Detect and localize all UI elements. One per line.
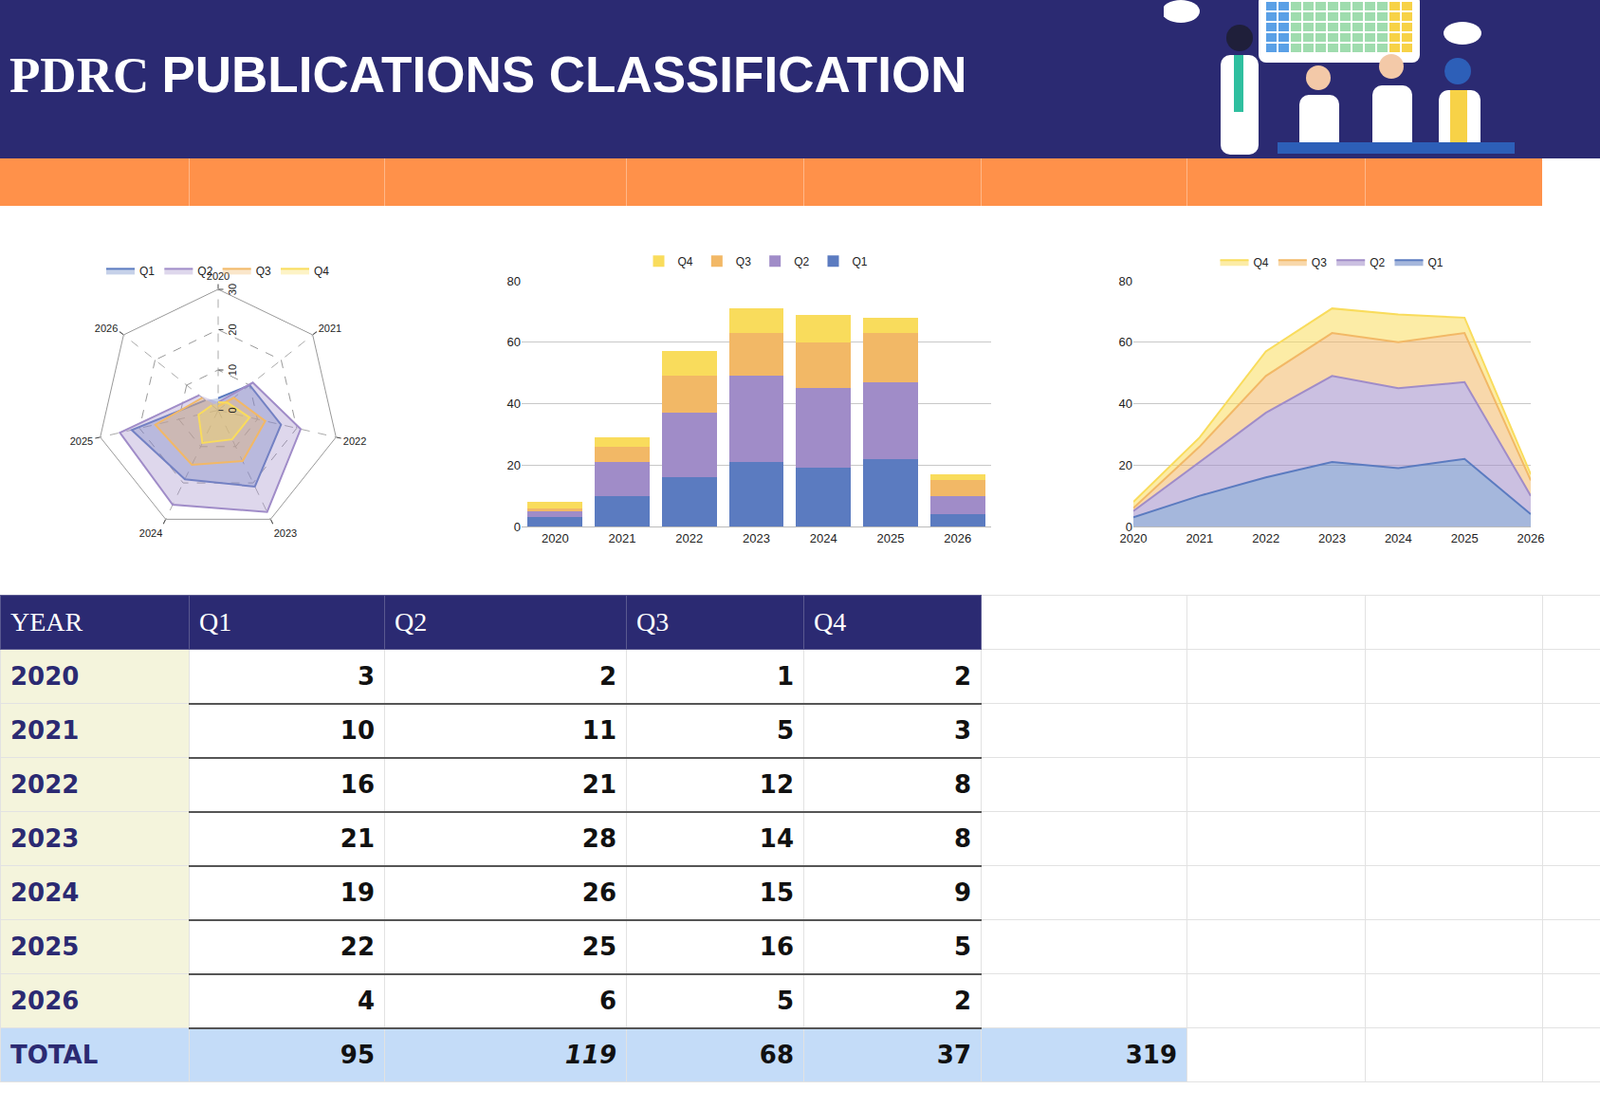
- svg-text:Q3: Q3: [735, 255, 752, 269]
- html-text:3: 3: [357, 661, 375, 691]
- html-text:21: 21: [582, 770, 617, 799]
- html-text:TOTAL: TOTAL: [10, 1040, 98, 1069]
- html-text:16: 16: [759, 932, 794, 961]
- svg-text:Q1: Q1: [852, 255, 868, 269]
- svg-text:2021: 2021: [1185, 531, 1214, 546]
- svg-text:2024: 2024: [1384, 531, 1413, 546]
- html-text:5: 5: [954, 932, 972, 961]
- svg-text:10: 10: [226, 364, 239, 376]
- svg-text:40: 40: [507, 396, 521, 411]
- html-text:68: 68: [759, 1040, 794, 1070]
- html-text:1: 1: [776, 661, 794, 691]
- svg-text:20: 20: [226, 323, 239, 335]
- svg-text:2022: 2022: [1251, 531, 1280, 546]
- html-text:21: 21: [340, 824, 375, 853]
- html-text:2: 2: [954, 661, 972, 691]
- svg-text:2023: 2023: [274, 527, 297, 539]
- html-text:28: 28: [582, 824, 617, 853]
- html-text:8: 8: [954, 824, 972, 853]
- svg-text:2022: 2022: [343, 435, 367, 447]
- html-text:2023: 2023: [10, 824, 80, 853]
- html-text:Q2: Q2: [394, 606, 427, 637]
- svg-text:0: 0: [226, 406, 239, 413]
- svg-text:Q2: Q2: [793, 255, 810, 269]
- svg-text:Q1: Q1: [1428, 256, 1444, 270]
- html-text:119: 119: [564, 1040, 617, 1070]
- svg-text:2020: 2020: [1120, 531, 1148, 546]
- svg-text:2022: 2022: [675, 531, 703, 546]
- html-text:15: 15: [759, 878, 794, 907]
- svg-text:Q3: Q3: [256, 264, 272, 278]
- svg-text:2026: 2026: [94, 322, 118, 334]
- html-text:19: 19: [340, 878, 375, 907]
- html-text:2021: 2021: [10, 716, 80, 745]
- svg-text:40: 40: [1119, 396, 1133, 411]
- html-text:11: 11: [582, 716, 617, 745]
- svg-text:2025: 2025: [876, 531, 904, 546]
- html-text:2026: 2026: [10, 986, 80, 1015]
- svg-text:60: 60: [507, 334, 521, 350]
- html-text:22: 22: [340, 932, 375, 961]
- html-text:37: 37: [936, 1040, 972, 1070]
- svg-text:0: 0: [1125, 519, 1133, 534]
- svg-text:20: 20: [1119, 458, 1133, 473]
- html-text:10: 10: [340, 716, 375, 745]
- svg-text:Q2: Q2: [197, 264, 213, 278]
- svg-text:Q3: Q3: [1311, 256, 1327, 270]
- html-text:25: 25: [582, 932, 617, 961]
- svg-text:2024: 2024: [809, 531, 838, 546]
- svg-text:2020: 2020: [541, 531, 570, 546]
- html-text:4: 4: [357, 986, 375, 1015]
- svg-text:Q4: Q4: [678, 255, 694, 269]
- html-text:2025: 2025: [10, 932, 80, 961]
- svg-text:Q2: Q2: [1369, 256, 1385, 270]
- html-text:Q1: Q1: [199, 606, 232, 637]
- html-text:6: 6: [599, 986, 617, 1015]
- html-text:2022: 2022: [10, 770, 80, 799]
- html-text:Q4: Q4: [813, 606, 847, 637]
- svg-text:2026: 2026: [1517, 531, 1545, 546]
- svg-text:80: 80: [507, 274, 521, 289]
- html-text:8: 8: [954, 770, 972, 799]
- html-text:5: 5: [776, 986, 794, 1015]
- html-text:2024: 2024: [10, 878, 80, 907]
- svg-text:2020: 2020: [206, 270, 230, 282]
- html-text:5: 5: [776, 716, 794, 745]
- svg-text:2025: 2025: [70, 435, 93, 447]
- html-text:YEAR: YEAR: [10, 606, 83, 637]
- html-text:12: 12: [759, 770, 794, 799]
- svg-text:Q1: Q1: [139, 264, 155, 278]
- html-text:2020: 2020: [10, 662, 80, 691]
- svg-text:20: 20: [507, 458, 521, 473]
- html-text:2: 2: [599, 661, 617, 691]
- svg-text:80: 80: [1119, 274, 1133, 289]
- svg-text:0: 0: [514, 519, 521, 534]
- html-text:3: 3: [954, 716, 972, 745]
- html-text:319: 319: [1125, 1040, 1178, 1069]
- svg-text:60: 60: [1119, 334, 1133, 350]
- svg-text:2021: 2021: [318, 322, 342, 334]
- svg-text:Q4: Q4: [313, 264, 330, 278]
- html-text:95: 95: [340, 1040, 375, 1070]
- svg-text:2023: 2023: [742, 531, 771, 546]
- svg-text:2025: 2025: [1451, 531, 1479, 546]
- svg-text:2026: 2026: [943, 531, 972, 546]
- html-text:Q3: Q3: [636, 606, 669, 637]
- svg-text:Q4: Q4: [1253, 256, 1269, 270]
- html-text:14: 14: [759, 824, 794, 853]
- html-text:2: 2: [954, 986, 972, 1015]
- svg-text:2023: 2023: [1318, 531, 1346, 546]
- svg-text:2024: 2024: [139, 527, 163, 539]
- html-text:26: 26: [582, 878, 617, 907]
- svg-text:2021: 2021: [608, 531, 637, 546]
- html-text:16: 16: [340, 770, 375, 799]
- html-text:PDRC PUBLICATIONS CLASSIFICATI: PDRC PUBLICATIONS CLASSIFICATION: [9, 46, 967, 103]
- svg-text:30: 30: [226, 283, 239, 295]
- html-text:9: 9: [954, 878, 972, 907]
